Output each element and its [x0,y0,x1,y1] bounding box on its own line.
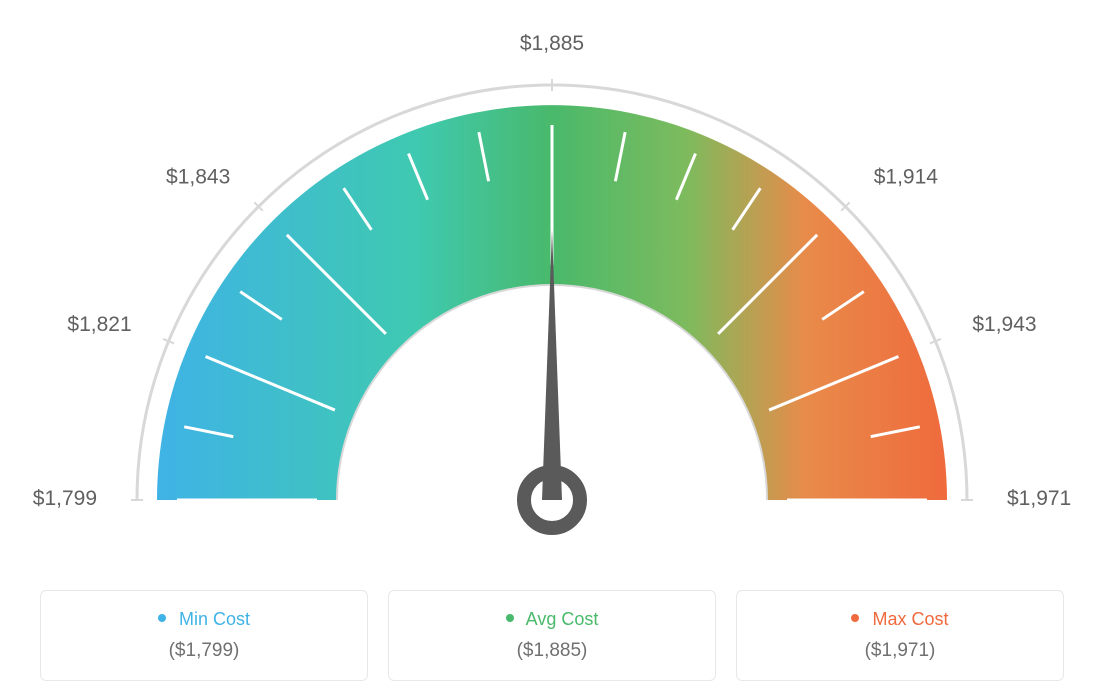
tick-label: $1,843 [166,165,230,188]
legend-row: Min Cost ($1,799) Avg Cost ($1,885) Max … [30,590,1074,681]
cost-gauge: $1,799 $1,821 $1,843 $1,885 $1,914 $1,943 $1,9… [30,20,1074,560]
legend-label-avg: Avg Cost [526,609,599,629]
legend-card-max: Max Cost ($1,971) [736,590,1064,681]
legend-card-min: Min Cost ($1,799) [40,590,368,681]
tick-label: $1,821 [67,313,131,336]
dot-max-icon [851,614,859,622]
gauge-area: $1,799 $1,821 $1,843 $1,885 $1,914 $1,943 $1,9… [30,20,1074,580]
legend-label-min: Min Cost [179,609,250,629]
tick-label: $1,971 [1007,487,1071,510]
legend-card-avg: Avg Cost ($1,885) [388,590,716,681]
dot-avg-icon [506,614,514,622]
legend-value-max: ($1,971) [757,640,1043,662]
tick-label: $1,914 [874,165,939,188]
tick-label: $1,943 [972,313,1036,336]
legend-value-min: ($1,799) [61,640,347,662]
legend-title-min: Min Cost [61,609,347,630]
legend-label-max: Max Cost [872,609,948,629]
legend-value-avg: ($1,885) [409,640,695,662]
legend-title-avg: Avg Cost [409,609,695,630]
gauge-chart-container: $1,799 $1,821 $1,843 $1,885 $1,914 $1,943 $1,9… [0,0,1104,690]
tick-label: $1,799 [33,487,97,510]
tick-label: $1,885 [520,32,584,55]
legend-title-max: Max Cost [757,609,1043,630]
dot-min-icon [158,614,166,622]
